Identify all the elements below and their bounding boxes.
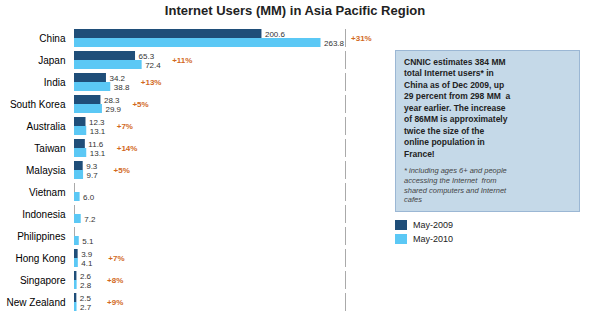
svg-text:+5%: +5% (114, 166, 130, 175)
svg-text:13.1: 13.1 (90, 149, 106, 158)
svg-text:11.6: 11.6 (88, 140, 104, 149)
html-text:CNNIC estimates 384 MM total I: CNNIC estimates 384 MM total Internet us… (404, 57, 511, 159)
svg-text:+11%: +11% (172, 56, 192, 65)
svg-text:5.1: 5.1 (82, 237, 94, 246)
svg-text:38.8: 38.8 (114, 83, 130, 92)
html-text:May-2010: May-2010 (413, 234, 453, 245)
html-text:May-2009: May-2009 (413, 220, 453, 231)
svg-text:2.5: 2.5 (80, 294, 92, 303)
svg-text:Philippines: Philippines (17, 231, 65, 242)
svg-text:29.9: 29.9 (105, 105, 121, 114)
html-text:* including ages 6+ and people: * including ages 6+ and people accessing… (404, 166, 507, 205)
svg-text:Singapore: Singapore (20, 275, 66, 286)
svg-text:9.3: 9.3 (86, 162, 98, 171)
svg-text:South Korea: South Korea (10, 99, 66, 110)
svg-text:7.2: 7.2 (84, 215, 96, 224)
svg-text:+9%: +9% (107, 298, 123, 307)
svg-text:28.3: 28.3 (104, 96, 120, 105)
svg-text:6.0: 6.0 (83, 193, 95, 202)
svg-text:2.6: 2.6 (80, 272, 92, 281)
svg-text:China: China (39, 33, 66, 44)
svg-text:+8%: +8% (107, 276, 123, 285)
svg-text:Hong Kong: Hong Kong (15, 253, 65, 264)
svg-text:Malaysia: Malaysia (26, 165, 66, 176)
svg-text:+7%: +7% (108, 254, 124, 263)
svg-text:Japan: Japan (38, 55, 65, 66)
svg-text:India: India (44, 77, 66, 88)
svg-text:Indonesia: Indonesia (22, 209, 66, 220)
svg-text:+14%: +14% (117, 144, 138, 153)
svg-text:2.7: 2.7 (80, 303, 92, 312)
svg-text:4.1: 4.1 (81, 259, 93, 268)
svg-text:Vietnam: Vietnam (29, 187, 66, 198)
svg-text:65.3: 65.3 (139, 52, 155, 61)
svg-text:263.8: 263.8 (324, 39, 345, 48)
svg-text:+13%: +13% (141, 78, 162, 87)
svg-text:34.2: 34.2 (109, 74, 125, 83)
svg-text:200.6: 200.6 (265, 30, 286, 39)
svg-text:+31%: +31% (351, 34, 372, 43)
svg-text:Australia: Australia (27, 121, 66, 132)
svg-text:13.1: 13.1 (90, 127, 106, 136)
svg-text:+5%: +5% (132, 100, 148, 109)
svg-text:+7%: +7% (117, 122, 133, 131)
svg-text:2.8: 2.8 (80, 281, 92, 290)
svg-text:Taiwan: Taiwan (34, 143, 65, 154)
svg-text:72.4: 72.4 (145, 61, 161, 70)
svg-text:9.7: 9.7 (87, 171, 99, 180)
html-text:Internet Users (MM) in Asia Pa: Internet Users (MM) in Asia Pacific Regi… (164, 3, 426, 18)
svg-text:12.3: 12.3 (89, 118, 105, 127)
svg-text:New Zealand: New Zealand (7, 297, 66, 308)
svg-text:3.9: 3.9 (81, 250, 93, 259)
